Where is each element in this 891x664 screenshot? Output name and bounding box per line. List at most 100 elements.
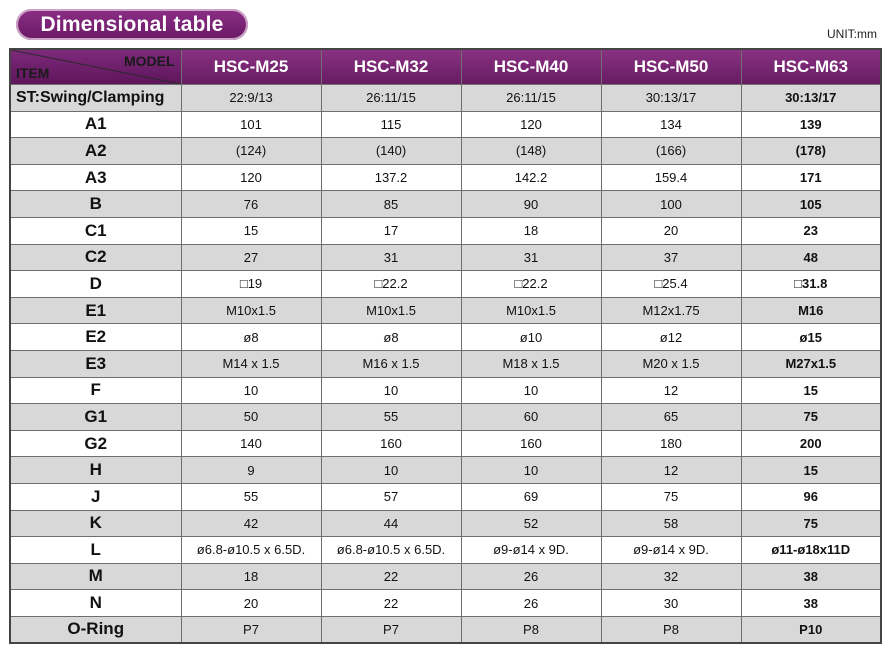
table-cell: M20 x 1.5 (600, 349, 742, 378)
table-cell: ø6.8-ø10.5 x 6.5D. (180, 536, 322, 564)
table-cell: 15 (740, 376, 882, 405)
table-row: C1 15 17 18 20 23 (9, 216, 882, 245)
row-item-label: F (9, 376, 182, 405)
table-cell: 75 (600, 482, 742, 511)
table-cell: 10 (320, 376, 462, 405)
table-cell: ø9-ø14 x 9D. (460, 536, 602, 564)
table-cell: □22.2 (460, 270, 602, 298)
table-cell: □19 (180, 270, 322, 298)
table-cell: (178) (740, 137, 882, 165)
row-item-label: N (9, 589, 182, 617)
table-cell: P8 (600, 615, 742, 644)
table-cell: 26:11/15 (460, 84, 602, 112)
table-cell: 10 (460, 376, 602, 405)
table-cell: 32 (600, 562, 742, 591)
table-cell: 26:11/15 (320, 84, 462, 112)
row-item-label: O-Ring (9, 615, 182, 644)
table-cell: 60 (460, 403, 602, 431)
table-cell: M14 x 1.5 (180, 349, 322, 378)
table-cell: 105 (740, 190, 882, 218)
table-cell: 180 (600, 429, 742, 458)
table-row: J 55 57 69 75 96 (9, 482, 882, 511)
table-cell: M10x1.5 (460, 296, 602, 325)
table-cell: M16 (740, 296, 882, 325)
table-cell: 22 (320, 589, 462, 617)
table-cell: 134 (600, 110, 742, 139)
table-cell: M12x1.75 (600, 296, 742, 325)
table-cell: 65 (600, 403, 742, 431)
row-item-label: M (9, 562, 182, 591)
row-item-label: A3 (9, 163, 182, 192)
table-cell: 30:13/17 (600, 84, 742, 112)
table-cell: 75 (740, 509, 882, 538)
table-cell: (124) (180, 137, 322, 165)
table-cell: ø8 (320, 323, 462, 351)
row-item-label: D (9, 270, 182, 298)
table-cell: 31 (460, 243, 602, 272)
table-cell: 30 (600, 589, 742, 617)
table-cell: 12 (600, 456, 742, 484)
table-cell: P7 (320, 615, 462, 644)
table-cell: 159.4 (600, 163, 742, 192)
table-cell: 52 (460, 509, 602, 538)
row-item-label: J (9, 482, 182, 511)
table-row: ST:Swing/Clamping 22:9/13 26:11/15 26:11/15… (9, 84, 882, 112)
row-item-label: G2 (9, 429, 182, 458)
model-column-header: HSC-M25 (180, 48, 322, 85)
row-item-label: C2 (9, 243, 182, 272)
title-badge: Dimensional table (16, 9, 248, 40)
table-cell: ø6.8-ø10.5 x 6.5D. (320, 536, 462, 564)
table-cell: M16 x 1.5 (320, 349, 462, 378)
table-cell: 18 (180, 562, 322, 591)
row-item-label: A2 (9, 137, 182, 165)
table-cell: 12 (600, 376, 742, 405)
row-item-label: L (9, 536, 182, 564)
table-cell: (148) (460, 137, 602, 165)
table-cell: 9 (180, 456, 322, 484)
table-cell: 30:13/17 (740, 84, 882, 112)
table-cell: ø8 (180, 323, 322, 351)
table-cell: 18 (460, 216, 602, 245)
table-cell: ø11-ø18x11D (740, 536, 882, 564)
table-cell: 100 (600, 190, 742, 218)
table-cell: 38 (740, 589, 882, 617)
row-item-label: E1 (9, 296, 182, 325)
table-row: K 42 44 52 58 75 (9, 509, 882, 538)
table-cell: ø15 (740, 323, 882, 351)
table-cell: M18 x 1.5 (460, 349, 602, 378)
table-cell: 96 (740, 482, 882, 511)
diagonal-divider (11, 50, 181, 84)
table-row: M 18 22 26 32 38 (9, 562, 882, 591)
table-row: E1 M10x1.5 M10x1.5 M10x1.5 M12x1.75 M16 (9, 296, 882, 325)
row-item-label: E3 (9, 349, 182, 378)
table-cell: 69 (460, 482, 602, 511)
table-row: H 9 10 10 12 15 (9, 456, 882, 484)
table-row: D □19 □22.2 □22.2 □25.4 □31.8 (9, 270, 882, 298)
table-cell: 139 (740, 110, 882, 139)
row-item-label: H (9, 456, 182, 484)
table-cell: 27 (180, 243, 322, 272)
table-row: C2 27 31 31 37 48 (9, 243, 882, 272)
table-body: ST:Swing/Clamping 22:9/13 26:11/15 26:11/15… (9, 84, 882, 644)
table-cell: ø9-ø14 x 9D. (600, 536, 742, 564)
table-cell: ø10 (460, 323, 602, 351)
table-cell: 101 (180, 110, 322, 139)
page-title: Dimensional table (40, 13, 224, 36)
table-cell: M10x1.5 (180, 296, 322, 325)
table-cell: 17 (320, 216, 462, 245)
dimension-table: MODEL ITEM HSC-M25 HSC-M32 HSC-M40 HSC-M… (9, 48, 882, 644)
table-row: O-Ring P7 P7 P8 P8 P10 (9, 615, 882, 644)
table-cell: 120 (180, 163, 322, 192)
row-item-label: ST:Swing/Clamping (9, 84, 182, 112)
table-cell: 10 (460, 456, 602, 484)
table-cell: □31.8 (740, 270, 882, 298)
table-cell: (166) (600, 137, 742, 165)
table-cell: 142.2 (460, 163, 602, 192)
table-header-row: MODEL ITEM HSC-M25 HSC-M32 HSC-M40 HSC-M… (9, 48, 882, 85)
table-cell: 10 (320, 456, 462, 484)
table-cell: 57 (320, 482, 462, 511)
table-row: A3 120 137.2 142.2 159.4 171 (9, 163, 882, 192)
table-cell: 55 (320, 403, 462, 431)
table-cell: 50 (180, 403, 322, 431)
